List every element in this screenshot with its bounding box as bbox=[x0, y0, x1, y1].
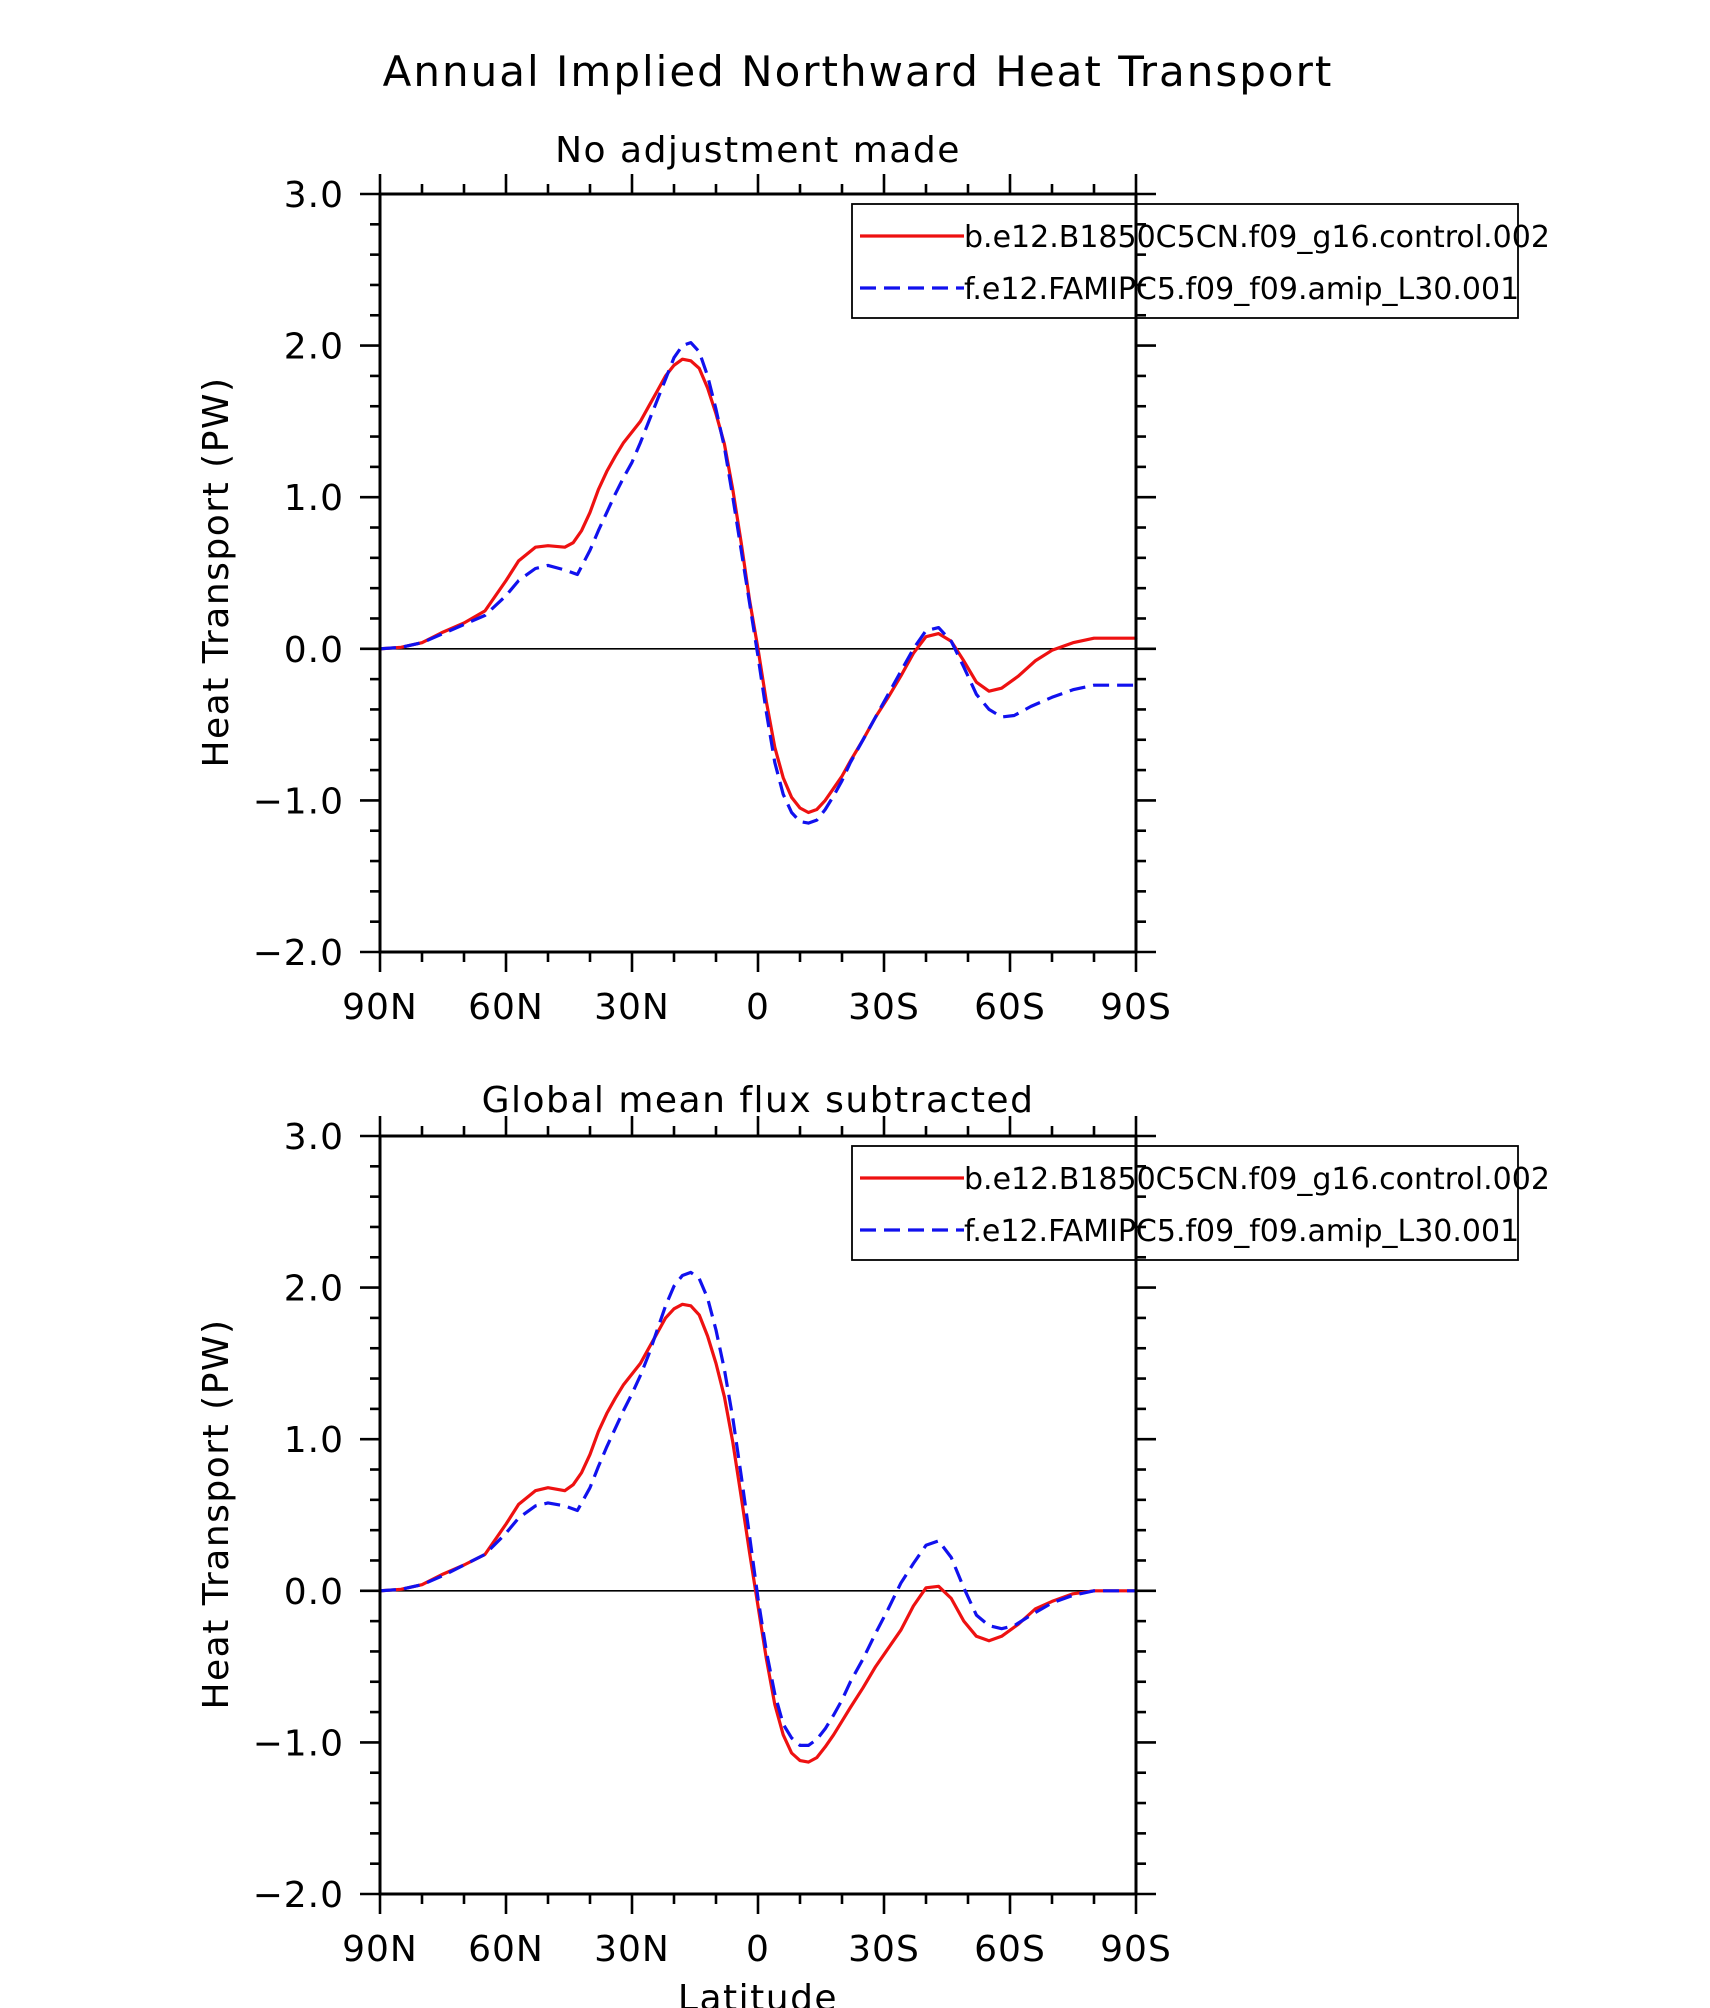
y-tick-label: −2.0 bbox=[253, 933, 344, 974]
y-tick-label: 2.0 bbox=[284, 327, 344, 368]
x-tick-label: 0 bbox=[746, 987, 770, 1028]
series-lines bbox=[378, 341, 1138, 825]
y-axis-label: Heat Transport (PW) bbox=[196, 376, 237, 767]
axis-ticks: 90N 60N 30N 0 30S 60S 90S −2.0 −1.0 0.0 1.0 2.0 3.0 bbox=[253, 1116, 1172, 1970]
legend-box bbox=[851, 1145, 1519, 1261]
y-tick-label: 1.0 bbox=[284, 478, 344, 519]
x-tick-label: 60N bbox=[468, 1929, 544, 1970]
x-tick-label: 90N bbox=[342, 1929, 418, 1970]
series-line-2 bbox=[379, 1270, 1136, 1748]
series-line-1 bbox=[378, 357, 1138, 815]
x-axis-label: Latitude bbox=[678, 1978, 838, 2008]
x-tick-label: 90S bbox=[1100, 987, 1172, 1028]
x-tick-label: 60N bbox=[468, 987, 544, 1028]
y-tick-label: 3.0 bbox=[284, 175, 344, 216]
legend-label-2: f.e12.FAMIPC5.f09_f09.amip_L30.001 bbox=[964, 1214, 1519, 1249]
y-axis-label: Heat Transport (PW) bbox=[196, 1318, 237, 1709]
x-tick-label: 90N bbox=[342, 987, 418, 1028]
legend: b.e12.B1850C5CN.f09_g16.control.002 f.e12… bbox=[851, 203, 1550, 319]
y-tick-label: 3.0 bbox=[284, 1117, 344, 1158]
x-tick-label: 90S bbox=[1100, 1929, 1172, 1970]
panel-title: Global mean flux subtracted bbox=[482, 1080, 1035, 1121]
y-tick-label: 1.0 bbox=[284, 1420, 344, 1461]
y-tick-label: −1.0 bbox=[253, 781, 344, 822]
series-lines bbox=[378, 1270, 1138, 1764]
legend: b.e12.B1850C5CN.f09_g16.control.002 f.e12… bbox=[851, 1145, 1550, 1261]
axis-ticks: 90N 60N 30N 0 30S 60S 90S −2.0 −1.0 0.0 1.0 2.0 3.0 bbox=[253, 174, 1172, 1028]
plot-frame bbox=[378, 1134, 1138, 1896]
x-tick-label: 60S bbox=[974, 1929, 1046, 1970]
main-title: Annual Implied Northward Heat Transport bbox=[383, 47, 1334, 96]
legend-box bbox=[851, 203, 1519, 319]
x-tick-label: 0 bbox=[746, 1929, 770, 1970]
series-line-1 bbox=[378, 1302, 1138, 1764]
x-tick-label: 30N bbox=[594, 987, 670, 1028]
y-tick-label: −2.0 bbox=[253, 1875, 344, 1916]
x-tick-label: 60S bbox=[974, 987, 1046, 1028]
x-tick-label: 30S bbox=[848, 987, 920, 1028]
y-tick-label: −1.0 bbox=[253, 1723, 344, 1764]
legend-label-1: b.e12.B1850C5CN.f09_g16.control.002 bbox=[964, 1162, 1550, 1197]
x-tick-label: 30S bbox=[848, 1929, 920, 1970]
y-tick-label: 0.0 bbox=[284, 1572, 344, 1613]
panel-no-adjustment: No adjustment made Heat Transport (PW) 9… bbox=[196, 130, 1550, 1028]
legend-label-1: b.e12.B1850C5CN.f09_g16.control.002 bbox=[964, 220, 1550, 255]
legend-label-2: f.e12.FAMIPC5.f09_f09.amip_L30.001 bbox=[964, 272, 1519, 307]
x-tick-label: 30N bbox=[594, 1929, 670, 1970]
panel-global-mean-subtracted: Global mean flux subtracted Heat Transpo… bbox=[196, 1080, 1550, 1970]
plot-border bbox=[378, 1134, 1138, 1896]
panel-title: No adjustment made bbox=[555, 130, 961, 171]
plot-frame bbox=[378, 192, 1138, 954]
y-tick-label: 2.0 bbox=[284, 1269, 344, 1310]
y-tick-label: 0.0 bbox=[284, 630, 344, 671]
plot-border bbox=[378, 192, 1138, 954]
series-line-2 bbox=[379, 341, 1136, 825]
